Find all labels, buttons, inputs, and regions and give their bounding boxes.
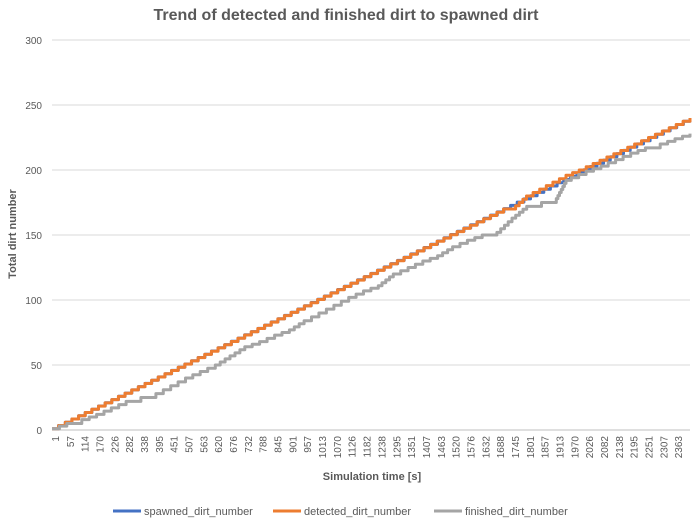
x-axis-title: Simulation time [s] (323, 471, 422, 483)
legend-label: spawned_dirt_number (144, 506, 253, 518)
x-tick-label: 170 (96, 436, 107, 453)
y-axis-ticks: 0 50 100 150 200 250 300 (25, 36, 42, 437)
x-tick-label: 338 (140, 436, 151, 453)
x-tick-label: 395 (155, 436, 166, 453)
x-tick-label: 1238 (377, 436, 388, 459)
x-axis-ticks: 1 57 114 170 226 282 338 395 451 507 563 620 676 732 7… (51, 436, 685, 459)
x-tick-label: 1013 (318, 436, 329, 459)
y-tick-label: 250 (25, 101, 42, 112)
x-tick-label: 2026 (585, 436, 596, 459)
chart-title: Trend of detected and finished dirt to s… (154, 7, 540, 24)
x-tick-label: 1463 (437, 436, 448, 459)
y-tick-label: 100 (25, 296, 42, 307)
x-tick-label: 114 (81, 436, 92, 452)
x-tick-label: 845 (274, 436, 285, 453)
x-tick-label: 563 (199, 436, 210, 453)
x-tick-label: 282 (125, 436, 136, 453)
x-tick-label: 1970 (570, 436, 581, 459)
series-line-detected_dirt_number (52, 118, 692, 431)
x-tick-label: 1801 (526, 436, 537, 459)
x-tick-label: 1295 (392, 436, 403, 459)
legend-label: finished_dirt_number (465, 506, 568, 518)
y-tick-label: 150 (25, 231, 42, 242)
series-line-finished_dirt_number (52, 133, 692, 431)
x-tick-label: 1351 (407, 436, 418, 459)
x-tick-label: 1857 (541, 436, 552, 459)
gridlines (52, 39, 690, 431)
x-tick-label: 1407 (422, 436, 433, 459)
x-tick-label: 451 (170, 436, 181, 453)
y-tick-label: 300 (25, 36, 42, 47)
x-tick-label: 676 (229, 436, 240, 453)
x-tick-label: 507 (185, 436, 196, 453)
legend-label: detected_dirt_number (304, 506, 411, 518)
x-tick-label: 620 (214, 436, 225, 453)
x-tick-label: 788 (259, 436, 270, 453)
x-tick-label: 1745 (511, 436, 522, 459)
x-tick-label: 1 (51, 436, 62, 442)
x-tick-label: 1913 (555, 436, 566, 459)
y-axis-title: Total dirt number (7, 188, 19, 278)
x-tick-label: 1520 (452, 436, 463, 459)
x-tick-label: 901 (288, 436, 299, 453)
x-tick-label: 732 (244, 436, 255, 453)
y-tick-label: 0 (36, 426, 42, 437)
x-tick-label: 2251 (644, 436, 655, 459)
x-tick-label: 1126 (348, 436, 359, 458)
x-tick-label: 226 (110, 436, 121, 453)
x-tick-label: 57 (66, 436, 77, 448)
legend: spawned_dirt_number detected_dirt_number f… (113, 506, 568, 518)
x-tick-label: 1070 (333, 436, 344, 459)
series-layer (52, 118, 692, 431)
x-tick-label: 2082 (600, 436, 611, 459)
x-tick-label: 2307 (659, 436, 670, 459)
x-tick-label: 2138 (615, 436, 626, 459)
x-tick-label: 1576 (466, 436, 477, 459)
x-tick-label: 2195 (630, 436, 641, 459)
x-tick-label: 1182 (363, 436, 374, 458)
y-tick-label: 50 (31, 361, 43, 372)
x-tick-label: 2363 (674, 436, 685, 459)
x-tick-label: 957 (303, 436, 314, 453)
x-tick-label: 1688 (496, 436, 507, 459)
x-tick-label: 1632 (481, 436, 492, 459)
y-tick-label: 200 (25, 166, 42, 177)
